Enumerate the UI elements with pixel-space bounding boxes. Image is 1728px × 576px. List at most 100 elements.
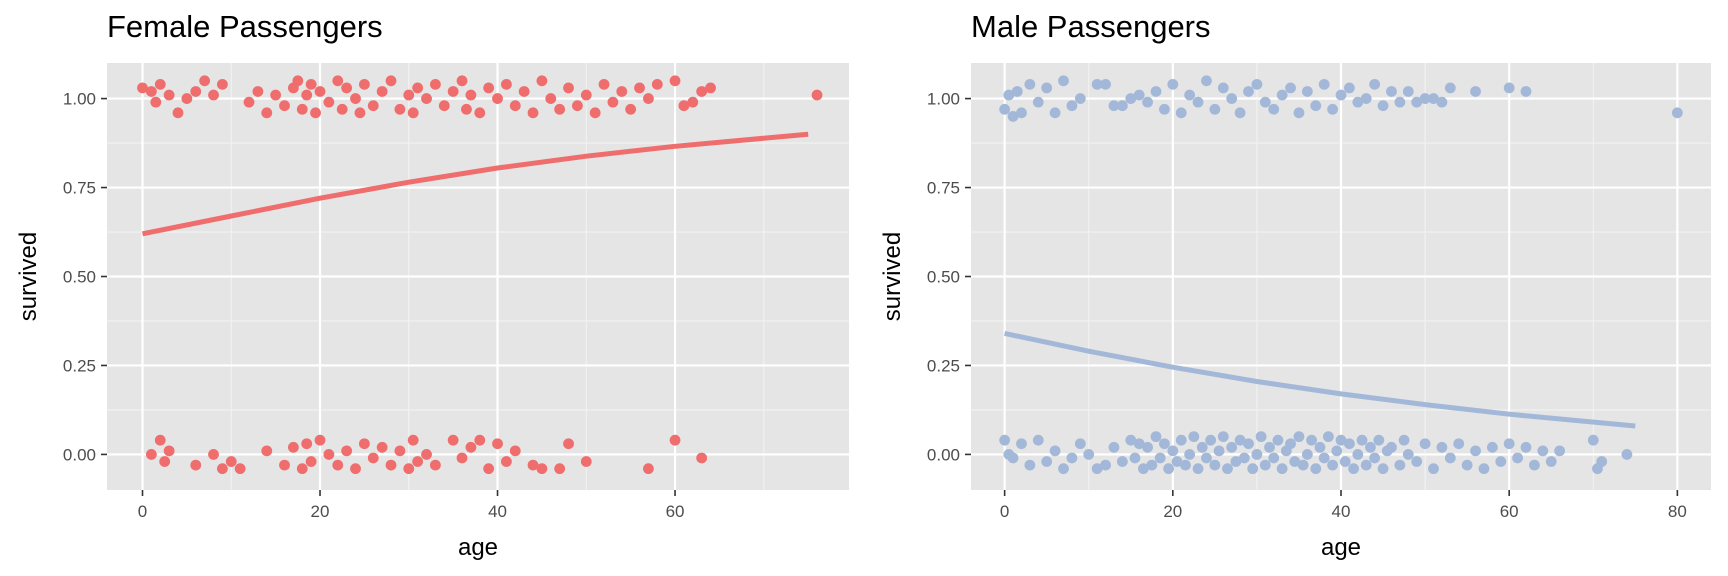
female-point: [403, 463, 415, 475]
male-point: [1411, 96, 1423, 108]
male-point: [1478, 463, 1490, 475]
male-point: [1209, 459, 1221, 471]
female-point: [358, 78, 370, 90]
male-point: [1243, 438, 1254, 450]
female-point: [598, 78, 610, 90]
female-point: [447, 434, 459, 446]
male-point: [1243, 86, 1254, 97]
male-point: [1201, 452, 1212, 464]
female-point: [323, 449, 335, 460]
female-point: [483, 82, 495, 94]
female-point: [501, 456, 512, 467]
male-point: [1159, 438, 1170, 450]
female-y-tick-label: 0.75: [63, 179, 96, 198]
male-x-tick-label: 20: [1163, 502, 1182, 521]
male-point: [1108, 441, 1120, 453]
male-x-tick-label: 0: [1000, 502, 1009, 521]
female-point: [341, 445, 353, 457]
male-point: [1348, 463, 1360, 475]
female-point: [314, 86, 326, 97]
male-point: [1545, 456, 1557, 467]
male-point: [1512, 452, 1523, 464]
female-point: [705, 82, 716, 94]
female-point: [336, 103, 348, 115]
male-point: [1125, 434, 1137, 446]
female-point: [292, 75, 304, 87]
female-point: [554, 463, 566, 475]
male-point: [1007, 110, 1019, 122]
male-y-tick-label: 0.50: [927, 268, 960, 287]
female-point: [305, 78, 317, 90]
male-point: [1520, 441, 1532, 453]
female-point: [412, 456, 424, 467]
male-y-tick-label: 0.00: [927, 445, 960, 464]
male-point: [1306, 434, 1317, 446]
male-point: [1453, 438, 1465, 450]
male-point: [1213, 445, 1225, 457]
female-point: [354, 107, 366, 119]
male-point: [1163, 463, 1175, 475]
male-point: [1226, 93, 1238, 104]
female-point: [669, 434, 681, 446]
female-point: [545, 93, 557, 104]
male-panel: Male Passengers 0 20 40 60 80 0.00 0.25 0.50 0.7…: [879, 9, 1711, 561]
male-point: [1369, 452, 1381, 464]
male-point: [1049, 445, 1061, 457]
male-x-tick-label: 40: [1332, 502, 1351, 521]
male-point: [1032, 434, 1044, 446]
male-point: [1318, 78, 1330, 90]
female-point: [407, 434, 419, 446]
male-point: [1100, 78, 1111, 90]
female-point: [279, 100, 290, 112]
male-point: [1377, 463, 1389, 475]
male-point: [1175, 107, 1187, 119]
male-point: [1167, 445, 1179, 457]
female-point: [332, 75, 344, 87]
female-point: [310, 107, 321, 119]
male-point: [1259, 459, 1271, 471]
female-fit-line: [142, 131, 809, 237]
female-x-tick-label: 20: [311, 502, 330, 521]
female-point: [407, 107, 419, 119]
male-point: [1091, 78, 1103, 90]
male-axes: 0 20 40 60 80 0.00 0.25 0.50 0.75 1.00: [927, 90, 1687, 521]
female-point: [159, 456, 171, 467]
female-point: [527, 107, 539, 119]
male-point: [1133, 89, 1145, 101]
male-point: [1621, 449, 1633, 460]
male-point: [1331, 445, 1343, 457]
male-point: [1238, 452, 1250, 464]
female-point: [305, 456, 317, 467]
female-point: [678, 100, 690, 112]
male-point: [1428, 463, 1439, 475]
male-point: [1444, 82, 1456, 94]
female-point: [385, 459, 397, 471]
male-point: [1251, 78, 1263, 90]
male-point: [1003, 89, 1015, 101]
female-point: [279, 459, 290, 471]
female-point: [137, 82, 148, 94]
female-point: [376, 86, 388, 97]
male-point: [1247, 463, 1259, 475]
female-x-axis-title: age: [458, 534, 498, 561]
female-point: [301, 89, 313, 101]
male-point: [1537, 445, 1549, 457]
female-point: [367, 100, 379, 112]
female-point: [403, 89, 415, 101]
male-point: [1159, 103, 1170, 115]
female-point: [150, 96, 162, 108]
female-point: [421, 449, 432, 460]
female-point: [465, 89, 477, 101]
male-fit-line: [1004, 330, 1636, 429]
male-point: [1289, 456, 1301, 467]
female-point: [208, 89, 219, 101]
male-point: [1007, 452, 1019, 464]
female-point: [429, 459, 441, 471]
female-point: [696, 452, 708, 464]
male-point: [1150, 431, 1162, 443]
male-point: [1671, 107, 1683, 119]
male-point: [999, 103, 1011, 115]
female-point: [456, 452, 468, 464]
male-point: [1129, 452, 1141, 464]
